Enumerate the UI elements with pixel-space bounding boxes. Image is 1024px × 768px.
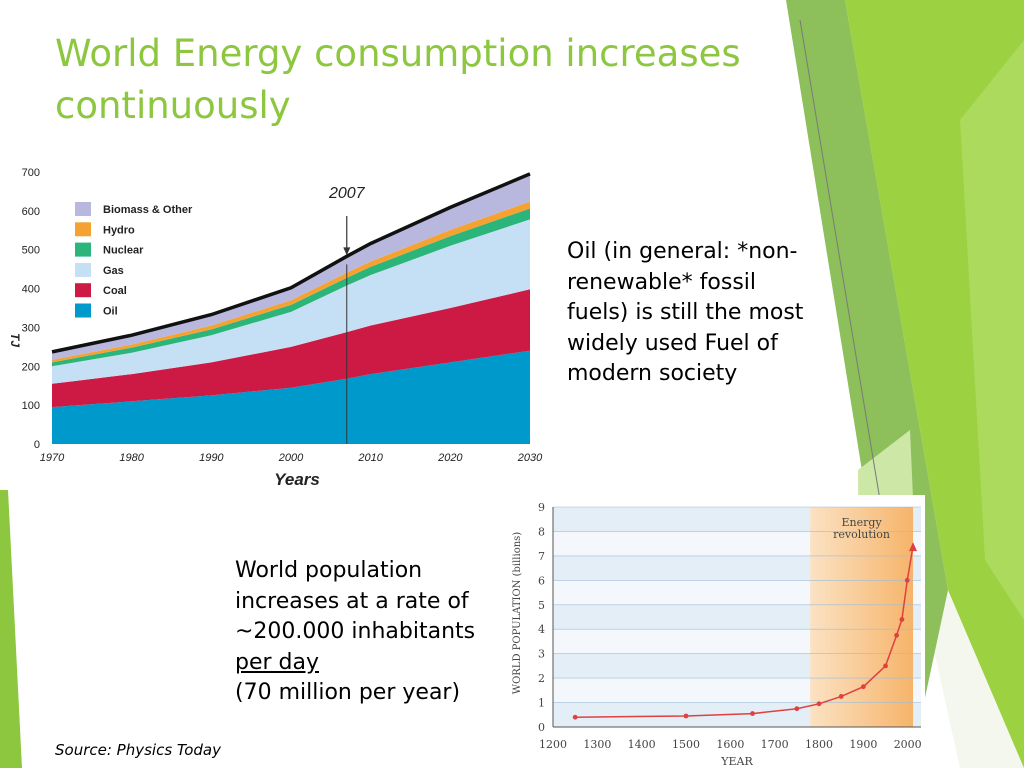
energy-y-tick: 400 <box>22 284 40 296</box>
population-y-tick: 2 <box>538 672 545 685</box>
population-text-line1: World population <box>235 558 423 583</box>
energy-y-tick: 0 <box>34 439 40 451</box>
legend-label: Gas <box>103 265 124 277</box>
population-point <box>904 577 910 583</box>
population-y-ticks: 0 1 2 3 4 5 6 7 8 9 <box>538 501 545 734</box>
energy-area-1 <box>52 289 530 408</box>
population-x-tick: 1900 <box>849 738 877 751</box>
population-point <box>899 617 905 622</box>
population-text-line2: increases at a rate of <box>235 588 469 614</box>
energy-area-0 <box>52 350 530 444</box>
population-y-tick: 5 <box>538 599 545 612</box>
energy-revolution-label-line1: Energy <box>842 516 883 529</box>
energy-annotation-arrowhead <box>343 247 351 256</box>
population-x-tick: 1200 <box>539 738 567 751</box>
population-text-line3: ~200.000 inhabitants <box>235 619 476 644</box>
legend-swatch <box>75 242 91 257</box>
energy-total-line <box>51 172 531 354</box>
decor-shape-highlight <box>960 40 1024 620</box>
population-y-axis-label: WORLD POPULATION (billions) <box>512 532 523 695</box>
energy-areas: 2007 <box>51 172 531 444</box>
population-y-tick: 7 <box>538 550 545 563</box>
energy-x-tick: 1990 <box>199 452 224 464</box>
population-text-line4: per day <box>235 649 320 675</box>
population-chart: Energy revolution 0 1 2 3 4 5 6 7 8 9 1200 1300 140… <box>505 495 925 768</box>
energy-consumption-chart: 2007 0 100 200 300 400 500 600 700 1970 1980 1990… <box>8 167 543 489</box>
population-point <box>838 694 844 699</box>
page-title: World Energy consumption increases conti… <box>55 32 741 127</box>
population-point <box>683 713 689 719</box>
population-point <box>894 632 900 638</box>
population-point <box>794 706 800 712</box>
legend-label: Nuclear <box>103 245 144 257</box>
population-y-tick: 8 <box>538 525 545 538</box>
population-point <box>860 684 866 690</box>
population-point <box>750 711 755 716</box>
legend-swatch <box>75 283 91 298</box>
population-text-line5: (70 million per year) <box>235 680 461 705</box>
energy-revolution-region <box>810 507 914 727</box>
population-points <box>572 542 918 720</box>
energy-area-2 <box>52 219 530 384</box>
population-x-ticks: 1200 1300 1400 1500 1600 1700 1800 1900 2000 <box>539 738 922 751</box>
population-y-tick: 6 <box>538 574 545 587</box>
population-x-tick: 1400 <box>628 738 656 751</box>
population-point <box>883 663 888 669</box>
energy-x-tick: 2030 <box>517 452 543 464</box>
energy-y-tick: 600 <box>22 206 40 218</box>
energy-x-ticks: 1970 1980 1990 2000 2010 2020 2030 <box>40 452 543 464</box>
energy-y-tick: 100 <box>22 400 40 412</box>
population-y-tick: 3 <box>538 648 545 661</box>
population-text: World population increases at a rate of … <box>235 556 495 709</box>
population-y-tick: 9 <box>538 501 545 514</box>
population-point-arrow <box>909 542 918 552</box>
legend-label: Biomass & Other <box>103 204 193 216</box>
decor-shape-left <box>0 490 22 768</box>
energy-legend: Biomass & Other Hydro Nuclear Gas Coal Oil <box>75 202 193 318</box>
population-x-tick: 1700 <box>761 738 789 751</box>
energy-y-ticks: 0 100 200 300 400 500 600 700 <box>22 167 40 451</box>
decor-line <box>799 19 881 501</box>
population-x-axis-label: YEAR <box>720 755 753 768</box>
population-curve <box>575 545 914 718</box>
population-grid <box>552 506 921 728</box>
energy-x-tick: 1970 <box>40 452 65 464</box>
population-point <box>816 701 822 707</box>
legend-label: Oil <box>103 306 118 318</box>
population-y-tick: 4 <box>538 623 545 636</box>
source-note: Source: Physics Today <box>55 741 221 759</box>
legend-label: Hydro <box>103 224 135 236</box>
energy-x-axis-label: Years <box>274 470 320 489</box>
legend-swatch <box>75 222 91 237</box>
legend-swatch <box>75 303 91 318</box>
population-point <box>572 714 578 720</box>
energy-y-tick: 300 <box>22 322 40 334</box>
population-x-tick: 1500 <box>672 738 700 751</box>
energy-annotation-label: 2007 <box>328 185 366 202</box>
energy-revolution-label-line2: revolution <box>833 528 890 541</box>
energy-y-tick: 200 <box>22 361 40 373</box>
legend-label: Coal <box>103 285 127 297</box>
population-x-tick: 1600 <box>716 738 744 751</box>
energy-x-tick: 2010 <box>357 452 383 464</box>
energy-y-tick: 500 <box>22 245 40 257</box>
oil-text: Oil (in general: *non-renewable* fossil … <box>567 239 804 386</box>
population-x-tick: 2000 <box>894 738 922 751</box>
legend-swatch <box>75 262 91 277</box>
energy-y-axis-label: TJ <box>8 333 22 347</box>
population-y-tick: 0 <box>538 721 545 734</box>
energy-x-tick: 2020 <box>437 452 463 464</box>
energy-x-tick: 1980 <box>119 452 144 464</box>
population-y-tick: 1 <box>538 697 545 710</box>
population-x-tick: 1300 <box>583 738 611 751</box>
energy-y-tick: 700 <box>22 167 40 179</box>
population-x-tick: 1800 <box>805 738 833 751</box>
energy-x-tick: 2000 <box>278 452 304 464</box>
legend-swatch <box>75 202 91 216</box>
